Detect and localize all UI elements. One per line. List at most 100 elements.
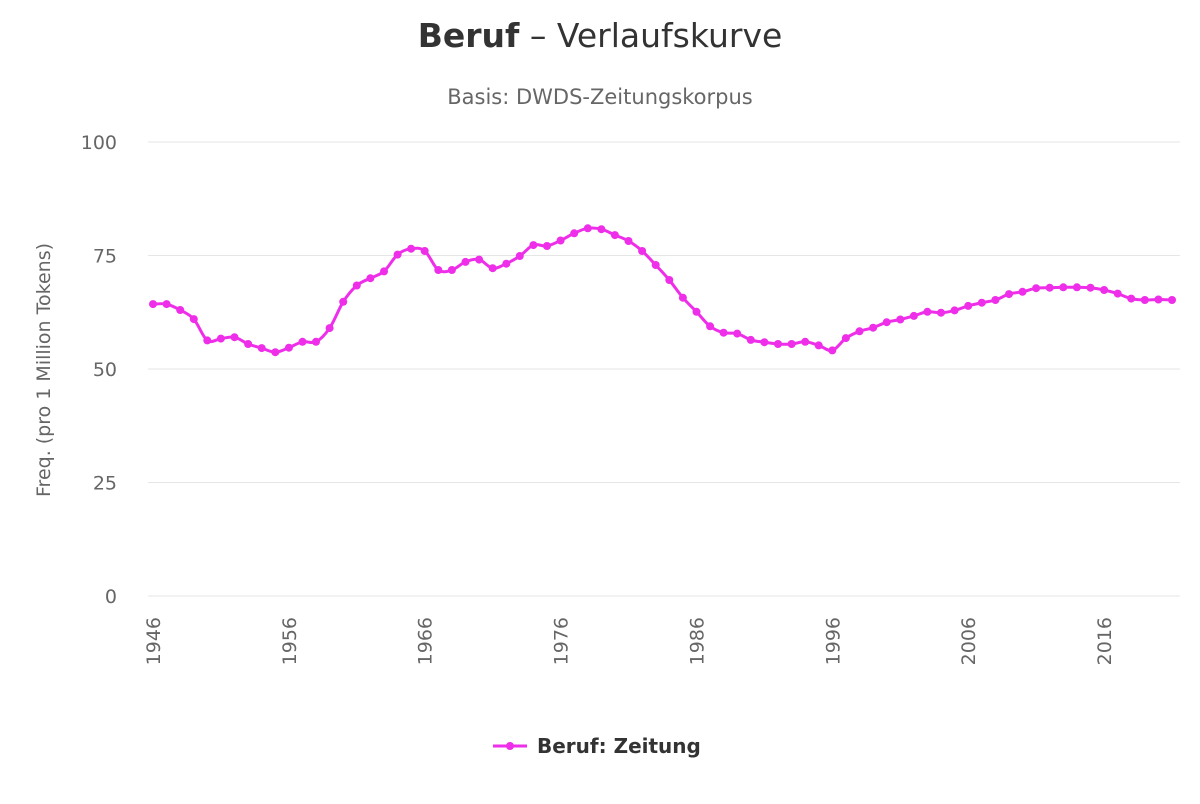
data-point[interactable] xyxy=(149,300,157,309)
data-point[interactable] xyxy=(610,231,619,240)
data-point[interactable] xyxy=(923,307,932,316)
data-point[interactable] xyxy=(176,306,185,314)
y-tick-label: 25 xyxy=(93,473,117,495)
data-point[interactable] xyxy=(1032,284,1041,293)
data-point[interactable] xyxy=(882,318,891,327)
data-point[interactable] xyxy=(284,343,293,352)
data-point[interactable] xyxy=(624,237,633,245)
x-tick-label: 1986 xyxy=(686,617,708,665)
data-point[interactable] xyxy=(1113,289,1122,298)
legend[interactable]: Beruf: Zeitung xyxy=(493,734,701,758)
x-tick-label: 1956 xyxy=(279,617,301,665)
x-tick-label: 2006 xyxy=(958,617,980,665)
data-point[interactable] xyxy=(841,334,850,343)
data-point[interactable] xyxy=(706,322,715,331)
data-point[interactable] xyxy=(1072,283,1081,292)
data-point[interactable] xyxy=(257,344,266,353)
data-point[interactable] xyxy=(393,250,402,259)
data-point[interactable] xyxy=(814,341,823,350)
data-point[interactable] xyxy=(1140,296,1149,304)
data-point[interactable] xyxy=(855,327,864,336)
data-point[interactable] xyxy=(298,337,307,346)
x-tick-label: 1996 xyxy=(822,617,844,665)
data-point[interactable] xyxy=(760,338,769,347)
data-point[interactable] xyxy=(352,281,361,290)
data-point[interactable] xyxy=(937,308,945,317)
data-point[interactable] xyxy=(339,297,348,306)
series-line xyxy=(152,226,1173,354)
data-point[interactable] xyxy=(746,335,755,344)
data-point[interactable] xyxy=(407,244,416,253)
chart-subtitle: Basis: DWDS-Zeitungskorpus xyxy=(447,85,753,109)
series-layer xyxy=(149,224,1176,357)
x-tick-label: 2016 xyxy=(1094,617,1116,665)
y-axis-title: Freq. (pro 1 Million Tokens) xyxy=(33,243,55,497)
data-point[interactable] xyxy=(719,328,728,337)
data-point[interactable] xyxy=(774,340,782,348)
data-point[interactable] xyxy=(230,333,239,342)
data-point[interactable] xyxy=(1154,295,1163,304)
data-point[interactable] xyxy=(583,224,592,233)
data-point[interactable] xyxy=(692,307,701,316)
data-point[interactable] xyxy=(216,334,225,343)
data-point[interactable] xyxy=(964,301,973,310)
data-point[interactable] xyxy=(502,259,511,268)
data-point[interactable] xyxy=(325,324,334,333)
data-point[interactable] xyxy=(1005,290,1013,299)
data-point[interactable] xyxy=(543,242,551,250)
chart-title-keyword: Beruf xyxy=(418,16,520,55)
data-point[interactable] xyxy=(977,298,986,307)
data-point[interactable] xyxy=(896,315,905,324)
data-point[interactable] xyxy=(665,276,674,284)
y-tick-label: 50 xyxy=(93,359,117,381)
grid-lines xyxy=(148,141,1180,597)
data-point[interactable] xyxy=(312,337,320,346)
data-point[interactable] xyxy=(447,266,456,274)
data-point[interactable] xyxy=(203,336,212,345)
x-tick-label: 1976 xyxy=(551,617,573,665)
data-point[interactable] xyxy=(991,296,1000,304)
data-point[interactable] xyxy=(244,340,253,348)
data-point[interactable] xyxy=(570,229,579,238)
legend-label: Beruf: Zeitung xyxy=(537,734,701,758)
data-point[interactable] xyxy=(461,257,470,266)
data-point[interactable] xyxy=(556,236,565,245)
data-point[interactable] xyxy=(515,252,524,260)
data-point[interactable] xyxy=(529,241,538,250)
y-tick-label: 75 xyxy=(93,246,117,268)
data-point[interactable] xyxy=(678,293,687,302)
data-point[interactable] xyxy=(597,225,606,234)
data-point[interactable] xyxy=(909,311,918,320)
data-point[interactable] xyxy=(162,300,171,309)
x-tick-label: 1946 xyxy=(143,617,165,665)
y-tick-label: 0 xyxy=(105,586,117,608)
data-point[interactable] xyxy=(869,323,878,332)
data-point[interactable] xyxy=(651,261,660,269)
data-point[interactable] xyxy=(638,247,647,255)
data-point[interactable] xyxy=(1059,283,1068,292)
data-point[interactable] xyxy=(950,306,959,315)
data-point[interactable] xyxy=(1100,286,1109,294)
data-point[interactable] xyxy=(380,267,388,276)
data-point[interactable] xyxy=(787,340,796,348)
data-point[interactable] xyxy=(733,329,742,338)
data-point[interactable] xyxy=(488,264,497,273)
data-point[interactable] xyxy=(475,255,484,264)
data-point[interactable] xyxy=(420,247,429,255)
data-point[interactable] xyxy=(1168,296,1176,304)
data-point[interactable] xyxy=(1127,294,1136,303)
chart-title-rest: – Verlaufskurve xyxy=(519,16,782,55)
legend-marker-symbol xyxy=(506,742,514,750)
data-point[interactable] xyxy=(189,315,198,324)
x-axis-ticks: 1946 1956 1966 1976 1986 1996 2006 2016 xyxy=(143,617,1116,665)
data-point[interactable] xyxy=(1018,287,1027,296)
data-point[interactable] xyxy=(434,266,443,274)
data-point[interactable] xyxy=(366,274,375,283)
data-point[interactable] xyxy=(1086,283,1095,292)
data-point[interactable] xyxy=(828,346,837,355)
data-point[interactable] xyxy=(801,337,810,346)
data-point[interactable] xyxy=(1045,283,1054,292)
data-point[interactable] xyxy=(271,348,280,357)
